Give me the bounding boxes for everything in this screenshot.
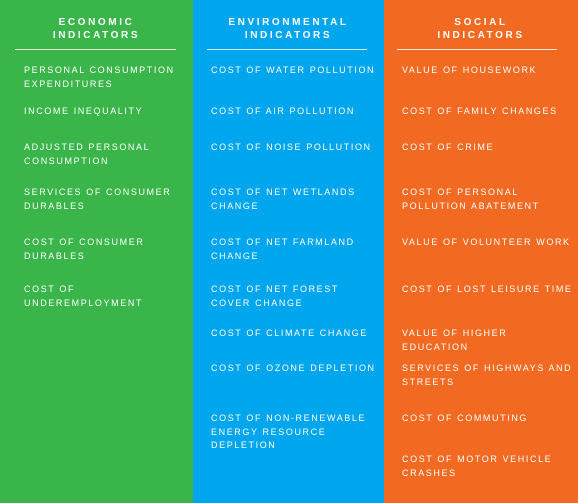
- environmental-indicator-item: COST OF NON-RENEWABLE ENERGY RESOURCE DE…: [211, 413, 367, 450]
- social-indicator-item: COST OF COMMUTING: [402, 413, 529, 423]
- economic-indicator-item: SERVICES OF CONSUMER DURABLES: [24, 187, 172, 211]
- environmental-indicator-item: COST OF WATER POLLUTION: [211, 65, 376, 75]
- social-indicator-item: VALUE OF HOUSEWORK: [402, 65, 538, 75]
- environmental-indicator-item: COST OF NET FOREST COVER CHANGE: [211, 284, 339, 308]
- economic-indicator-item: ADJUSTED PERSONAL CONSUMPTION: [24, 142, 151, 166]
- social-indicator-item: COST OF PERSONAL POLLUTION ABATEMENT: [402, 187, 540, 211]
- social-indicator-item: COST OF FAMILY CHANGES: [402, 106, 558, 116]
- environmental-indicator-item: COST OF NET FARMLAND CHANGE: [211, 237, 355, 261]
- environmental-indicator-item: COST OF AIR POLLUTION: [211, 106, 355, 116]
- economic-indicator-item: PERSONAL CONSUMPTION EXPENDITURES: [24, 65, 175, 89]
- economic-indicator-item: COST OF CONSUMER DURABLES: [24, 237, 145, 261]
- social-indicator-item: COST OF CRIME: [402, 142, 495, 152]
- environmental-header-divider: [207, 49, 367, 50]
- social-column: SOCIAL INDICATORS VALUE OF HOUSEWORK COS…: [384, 0, 578, 503]
- environmental-indicator-item: COST OF NET WETLANDS CHANGE: [211, 187, 356, 211]
- environmental-indicator-item: COST OF NOISE POLLUTION: [211, 142, 372, 152]
- social-indicator-item: COST OF MOTOR VEHICLE CRASHES: [402, 454, 553, 478]
- economic-header: ECONOMIC INDICATORS: [52, 17, 141, 41]
- environmental-header: ENVIRONMENTAL INDICATORS: [228, 17, 349, 41]
- environmental-column: ENVIRONMENTAL INDICATORS COST OF WATER P…: [193, 0, 384, 503]
- social-indicator-item: VALUE OF HIGHER EDUCATION: [402, 328, 508, 352]
- social-header-divider: [397, 49, 557, 50]
- social-indicator-item: VALUE OF VOLUNTEER WORK: [402, 237, 571, 247]
- environmental-indicator-item: COST OF OZONE DEPLETION: [211, 363, 376, 373]
- economic-indicator-item: INCOME INEQUALITY: [24, 106, 144, 116]
- social-indicator-item: COST OF LOST LEISURE TIME: [402, 284, 573, 294]
- economic-header-divider: [15, 49, 176, 50]
- social-header: SOCIAL INDICATORS: [437, 17, 525, 41]
- social-indicator-item: SERVICES OF HIGHWAYS AND STREETS: [402, 363, 573, 387]
- economic-indicator-item: COST OF UNDEREMPLOYMENT: [24, 284, 144, 308]
- environmental-indicator-item: COST OF CLIMATE CHANGE: [211, 328, 368, 338]
- economic-column: ECONOMIC INDICATORS PERSONAL CONSUMPTION…: [0, 0, 193, 503]
